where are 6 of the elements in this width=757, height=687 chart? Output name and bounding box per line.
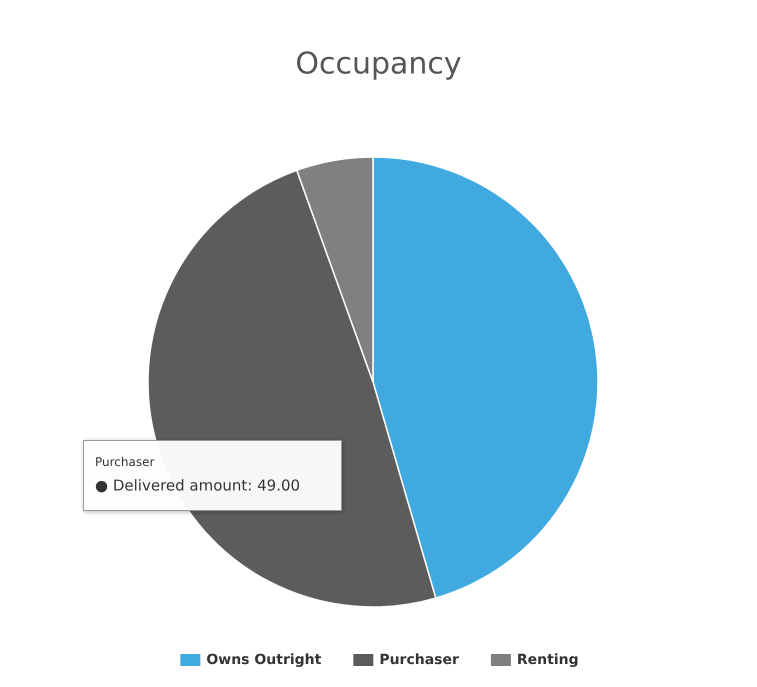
chart-title: Occupancy (295, 46, 462, 82)
text: Purchaser (95, 455, 154, 469)
legend-label: Owns Outright (206, 652, 322, 668)
legend-label: Renting (516, 652, 579, 668)
legend-label: Purchaser (379, 652, 459, 668)
text: ● Delivered amount: 49.00 (95, 476, 300, 494)
